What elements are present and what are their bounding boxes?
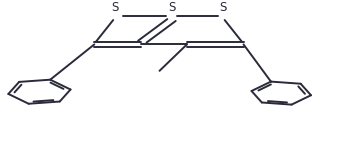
Text: S: S — [219, 1, 227, 14]
Text: S: S — [111, 1, 119, 14]
Text: S: S — [168, 1, 175, 14]
